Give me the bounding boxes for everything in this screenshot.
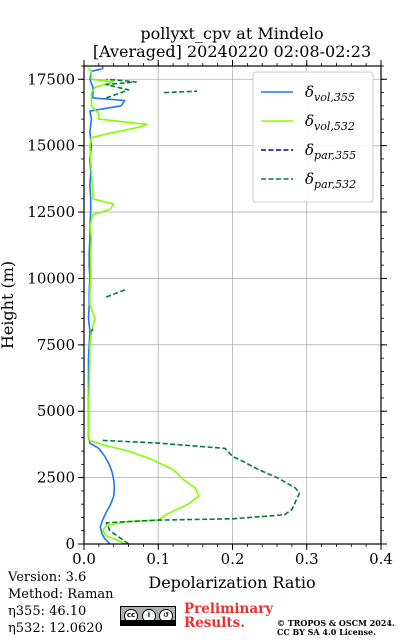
y-tick-label: 0	[65, 535, 75, 553]
series-line-1	[87, 68, 200, 544]
series-line-6	[164, 90, 197, 94]
eta532-text: η532: 12.0620	[8, 621, 103, 636]
x-tick-label: 0.1	[146, 550, 170, 568]
x-tick-label: 0.0	[72, 550, 96, 568]
axis-ticks: 0.0 0.1 0.2 0.3 0.4 0 2500 5000 7500 10000 12500 15…	[27, 60, 393, 568]
chart-subtitle: [Averaged] 20240220 02:08-02:23	[93, 42, 371, 61]
x-axis-label: Depolarization Ratio	[148, 573, 315, 592]
y-tick-label: 15000	[27, 137, 75, 155]
retrieval-metadata: Version: 3.6 Method: Raman η355: 46.10 η…	[8, 569, 114, 637]
legend: δvol,355 δvol,532 δpar,355 δpar,532	[252, 71, 374, 203]
legend-box	[252, 71, 374, 203]
x-tick-label: 0.4	[369, 550, 393, 568]
y-axis-label: Height (m)	[0, 261, 17, 349]
x-tick-label: 0.3	[295, 550, 319, 568]
x-tick-label: 0.2	[221, 550, 245, 568]
legend-label: δpar,355	[305, 141, 356, 162]
series-line-2	[102, 439, 301, 544]
y-tick-label: 17500	[27, 70, 75, 88]
series-line-5	[105, 78, 137, 99]
cc-by-sa-icon: cc i ↺	[120, 606, 176, 626]
preliminary-line-2: Results.	[184, 615, 245, 631]
chart-title: pollyxt_cpv at Mindelo	[140, 24, 323, 43]
license-note: © TROPOS & OSCM 2024. CC BY SA 4.0 Licen…	[277, 619, 395, 637]
y-tick-label: 12500	[27, 203, 75, 221]
legend-label: δvol,532	[305, 112, 355, 133]
legend-label: δpar,532	[305, 170, 356, 191]
sa-icon: ↺	[159, 609, 173, 623]
eta355-text: η355: 46.10	[8, 604, 87, 619]
license-line-2: CC BY SA 4.0 License.	[277, 627, 376, 637]
y-tick-label: 5000	[37, 402, 75, 420]
y-tick-label: 7500	[37, 336, 75, 354]
y-tick-label: 10000	[27, 269, 75, 287]
series-line-4	[90, 328, 94, 332]
y-tick-label: 2500	[37, 469, 75, 487]
license-line-1: © TROPOS & OSCM 2024.	[277, 618, 395, 628]
preliminary-results-note: Preliminary Results.	[184, 602, 273, 630]
legend-label: δvol,355	[305, 83, 355, 104]
series-lines	[87, 66, 301, 544]
version-text: Version: 3.6	[8, 570, 87, 585]
method-text: Method: Raman	[8, 587, 114, 602]
preliminary-line-1: Preliminary	[184, 601, 274, 617]
series-line-3	[106, 288, 128, 298]
